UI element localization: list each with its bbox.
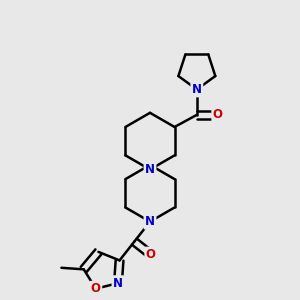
Text: O: O [213, 108, 223, 121]
Text: O: O [146, 248, 156, 261]
Text: N: N [113, 277, 123, 290]
Text: O: O [91, 282, 101, 295]
Text: N: N [192, 83, 202, 96]
Text: N: N [145, 163, 155, 176]
Text: N: N [145, 215, 155, 228]
